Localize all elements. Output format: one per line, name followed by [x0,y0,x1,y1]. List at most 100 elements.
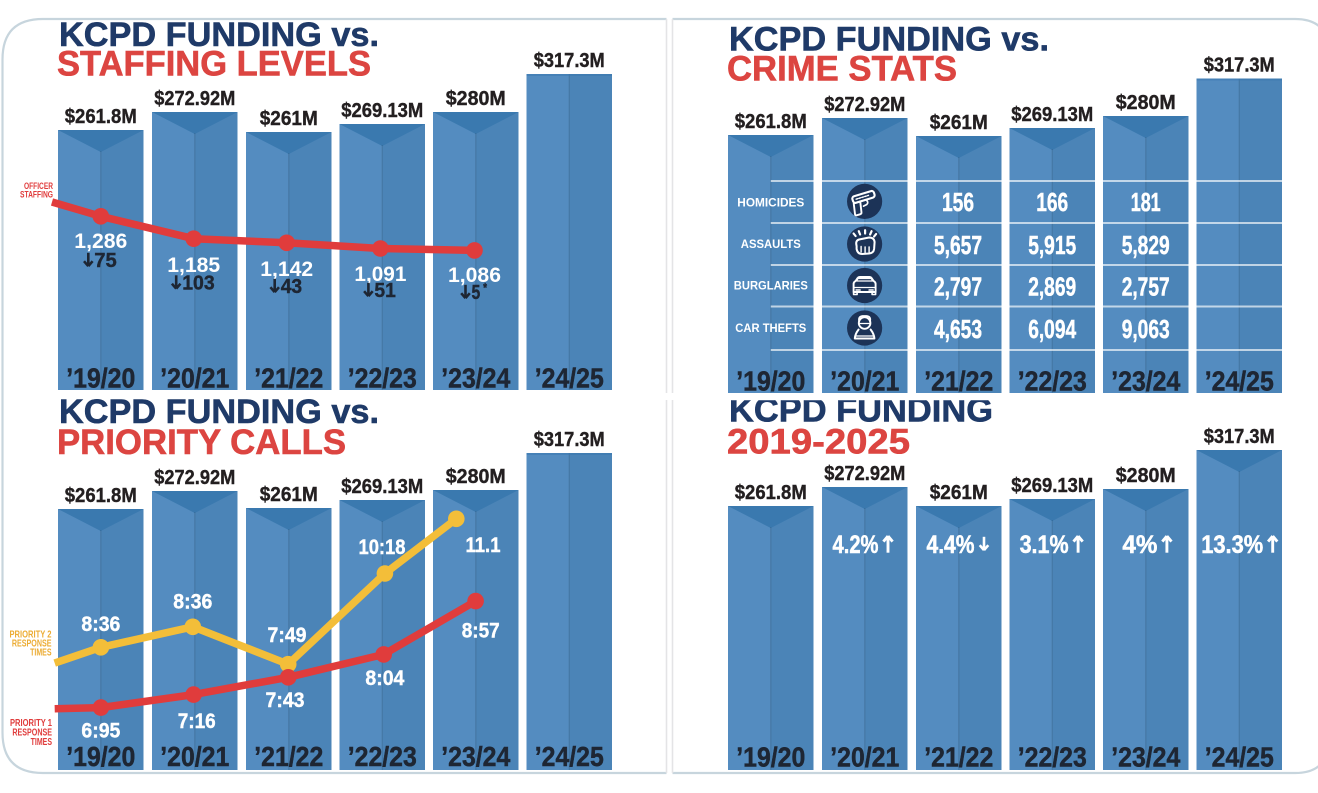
svg-text:’21/22: ’21/22 [254,363,323,394]
svg-text:5,657: 5,657 [934,230,982,260]
svg-text:’22/23: ’22/23 [1018,366,1087,397]
svg-text:$317.3M: $317.3M [1204,426,1275,448]
svg-text:51: 51 [374,279,396,302]
svg-text:’23/24: ’23/24 [1111,742,1180,773]
svg-text:2,869: 2,869 [1028,271,1076,301]
svg-text:$272.92M: $272.92M [154,467,235,489]
svg-text:’20/21: ’20/21 [830,366,899,397]
svg-text:TIMES: TIMES [30,648,52,659]
svg-text:6,094: 6,094 [1028,314,1076,344]
svg-text:RESPONSE: RESPONSE [12,728,52,739]
svg-text:CAR THEFTS: CAR THEFTS [735,323,806,335]
svg-text:$272.92M: $272.92M [824,94,905,116]
svg-text:’24/25: ’24/25 [535,741,604,772]
svg-text:1,142: 1,142 [260,257,313,281]
svg-text:$280M: $280M [1116,92,1176,114]
svg-text:$261.8M: $261.8M [65,485,137,507]
svg-text:ASSAULTS: ASSAULTS [741,239,801,251]
svg-text:$269.13M: $269.13M [341,100,423,122]
svg-text:’20/21: ’20/21 [830,742,899,773]
svg-text:8:36: 8:36 [173,590,212,614]
svg-text:10:18: 10:18 [359,535,406,559]
svg-text:4.4%: 4.4% [927,531,975,559]
svg-text:KCPD FUNDING vs.: KCPD FUNDING vs. [729,21,1049,59]
svg-text:’21/22: ’21/22 [924,742,993,773]
svg-text:2,797: 2,797 [934,271,982,301]
svg-text:$269.13M: $269.13M [341,476,423,498]
svg-text:’21/22: ’21/22 [254,741,323,772]
svg-text:STAFFING: STAFFING [20,190,53,200]
svg-text:’23/24: ’23/24 [441,741,510,772]
svg-text:HOMICIDES: HOMICIDES [737,197,804,209]
svg-text:PRIORITY 1: PRIORITY 1 [10,718,52,729]
svg-text:’20/21: ’20/21 [160,741,229,772]
svg-text:$261.8M: $261.8M [65,106,137,128]
svg-text:5,829: 5,829 [1122,230,1170,260]
svg-text:1,286: 1,286 [74,229,127,253]
svg-text:2,757: 2,757 [1122,271,1170,301]
svg-text:5,915: 5,915 [1028,230,1076,260]
svg-text:KCPD FUNDING: KCPD FUNDING [729,392,993,430]
svg-text:166: 166 [1036,187,1068,217]
svg-text:’19/20: ’19/20 [736,742,805,773]
svg-text:7:49: 7:49 [268,623,307,647]
svg-text:’24/25: ’24/25 [1205,742,1274,773]
svg-text:’22/23: ’22/23 [1018,742,1087,773]
svg-text:7:43: 7:43 [266,688,305,712]
svg-text:4,653: 4,653 [934,314,982,344]
svg-text:KCPD FUNDING vs.: KCPD FUNDING vs. [59,393,379,431]
svg-text:$280M: $280M [446,466,506,488]
svg-text:8:36: 8:36 [81,612,120,636]
svg-text:’19/20: ’19/20 [66,741,135,772]
svg-text:156: 156 [942,187,974,217]
svg-text:1,185: 1,185 [167,253,220,277]
svg-text:$317.3M: $317.3M [1204,55,1275,77]
svg-text:’23/24: ’23/24 [441,363,510,394]
svg-text:1,086: 1,086 [448,263,501,287]
svg-text:BURGLARIES: BURGLARIES [734,281,808,293]
svg-text:7:16: 7:16 [178,709,216,733]
svg-text:3.1%: 3.1% [1020,531,1069,559]
svg-text:PRIORITY 2: PRIORITY 2 [10,630,52,641]
svg-text:’24/25: ’24/25 [535,363,604,394]
svg-text:’24/25: ’24/25 [1205,366,1274,397]
svg-text:$317.3M: $317.3M [534,50,605,72]
svg-text:’20/21: ’20/21 [160,363,229,394]
svg-text:$269.13M: $269.13M [1011,104,1093,126]
svg-text:TIMES: TIMES [31,737,53,748]
svg-text:RESPONSE: RESPONSE [12,639,52,650]
svg-text:’21/22: ’21/22 [924,366,993,397]
svg-text:43: 43 [281,275,303,298]
svg-text:$261M: $261M [260,108,318,130]
svg-text:’22/23: ’22/23 [348,363,417,394]
svg-text:$261M: $261M [930,112,988,134]
svg-text:103: 103 [182,272,215,295]
svg-text:KCPD FUNDING vs.: KCPD FUNDING vs. [59,16,379,54]
svg-text:$261M: $261M [260,484,318,506]
svg-text:75: 75 [94,249,117,272]
svg-text:$261.8M: $261.8M [735,482,807,504]
svg-text:’19/20: ’19/20 [66,363,135,394]
svg-text:PRIORITY CALLS: PRIORITY CALLS [57,423,346,462]
svg-text:2019-2025: 2019-2025 [727,423,910,462]
svg-text:$269.13M: $269.13M [1011,475,1093,497]
svg-text:8:57: 8:57 [462,619,500,643]
svg-text:11.1: 11.1 [466,533,501,557]
svg-text:9,063: 9,063 [1122,314,1170,344]
svg-text:’19/20: ’19/20 [736,366,805,397]
svg-text:$280M: $280M [1116,465,1176,487]
svg-text:1,091: 1,091 [354,262,406,286]
svg-text:$317.3M: $317.3M [534,429,605,451]
svg-text:$280M: $280M [446,88,506,110]
svg-text:4%: 4% [1122,531,1157,559]
svg-text:OFFICER: OFFICER [24,181,53,191]
svg-text:$272.92M: $272.92M [824,463,905,485]
svg-text:’23/24: ’23/24 [1111,366,1180,397]
svg-text:$261.8M: $261.8M [735,111,807,133]
svg-text:’22/23: ’22/23 [348,741,417,772]
svg-text:6:95: 6:95 [81,719,120,743]
svg-text:$272.92M: $272.92M [154,88,235,110]
svg-text:8:04: 8:04 [365,666,404,690]
svg-text:STAFFING LEVELS: STAFFING LEVELS [57,45,371,84]
svg-text:CRIME STATS: CRIME STATS [727,50,957,89]
